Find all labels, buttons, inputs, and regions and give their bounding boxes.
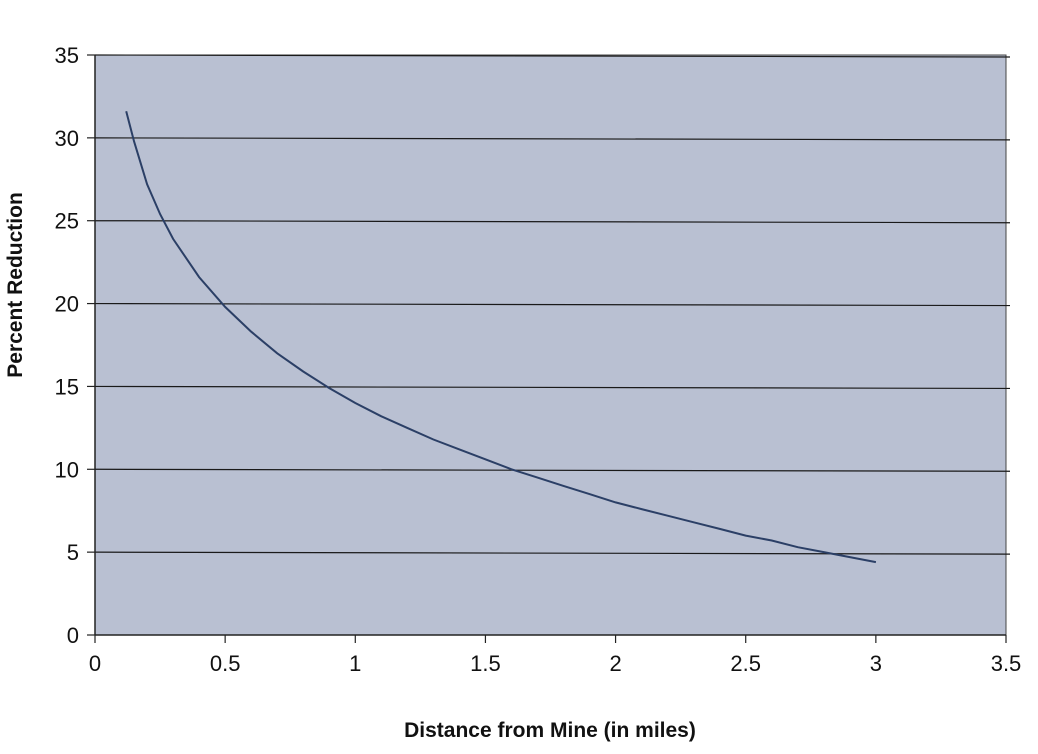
plot-area	[94, 54, 1007, 636]
gridlines	[94, 54, 1011, 555]
y-axis-ticks: 0 5 10 15 20 25 30 35	[55, 43, 95, 648]
x-tick-label-2: 1	[349, 651, 361, 676]
x-tick-label-7: 3.5	[991, 651, 1022, 676]
gridline-7	[94, 54, 1011, 58]
x-tick-label-1: 0.5	[210, 651, 241, 676]
y-tick-label-6: 30	[55, 126, 79, 151]
series-line	[125, 111, 877, 564]
y-tick-label-0: 0	[67, 623, 79, 648]
y-tick-label-3: 15	[55, 374, 79, 399]
x-axis-ticks: 0 0.5 1 1.5 2 2.5 3 3.5	[89, 635, 1021, 676]
y-tick-label-2: 10	[55, 457, 79, 482]
y-tick-label-4: 20	[55, 292, 79, 317]
y-tick-label-5: 25	[55, 209, 79, 234]
x-tick-label-4: 2	[609, 651, 621, 676]
x-axis-title: Distance from Mine (in miles)	[404, 719, 696, 742]
gridline-3	[94, 385, 1011, 390]
x-tick-label-0: 0	[89, 651, 101, 676]
gridline-2	[94, 468, 1011, 472]
y-tick-label-1: 5	[67, 540, 79, 565]
y-tick-label-7: 35	[55, 43, 79, 68]
x-tick-label-5: 2.5	[730, 651, 761, 676]
x-tick-label-3: 1.5	[470, 651, 501, 676]
y-axis-title: Percent Reduction	[4, 192, 27, 378]
x-tick-label-6: 3	[870, 651, 882, 676]
axes	[94, 55, 1006, 636]
gridline-6	[94, 137, 1011, 141]
gridline-5	[94, 220, 1011, 224]
gridline-1	[94, 551, 1011, 555]
gridline-4	[94, 302, 1011, 307]
